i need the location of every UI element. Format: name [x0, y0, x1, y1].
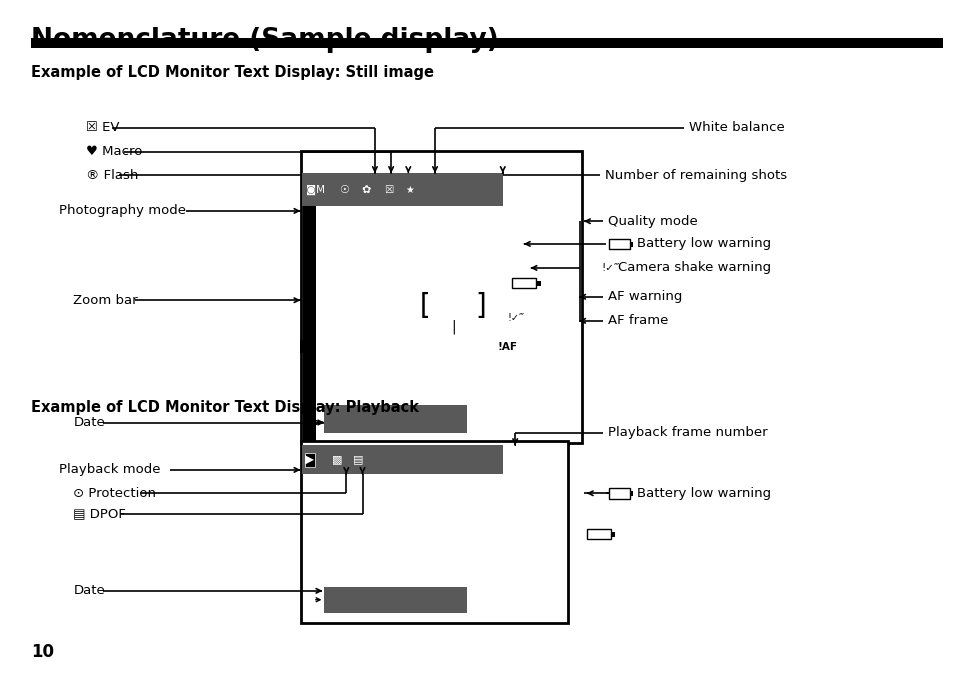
- Text: ✿: ✿: [361, 185, 371, 194]
- Text: AF frame: AF frame: [607, 315, 667, 327]
- Text: !✓‴: !✓‴: [600, 263, 618, 273]
- Text: !AF: !AF: [497, 341, 517, 352]
- Bar: [512, 278, 536, 289]
- Text: Date: Date: [73, 585, 105, 597]
- Bar: [608, 488, 629, 499]
- Text: |: |: [451, 319, 455, 334]
- Text: 10: 10: [31, 643, 54, 661]
- Text: White balance: White balance: [688, 122, 783, 134]
- Text: Playback mode: Playback mode: [59, 464, 160, 476]
- Bar: [300, 441, 567, 623]
- Text: AF warning: AF warning: [607, 291, 681, 303]
- Text: ▶: ▶: [305, 453, 314, 466]
- Text: Battery low warning: Battery low warning: [637, 238, 771, 250]
- Text: Zoom bar: Zoom bar: [73, 294, 138, 306]
- Bar: [300, 151, 581, 443]
- Text: ® Flash: ® Flash: [86, 169, 138, 181]
- Bar: [536, 281, 540, 286]
- Text: ▩: ▩: [332, 455, 342, 464]
- Text: Playback frame number: Playback frame number: [607, 427, 766, 439]
- Bar: [302, 445, 502, 474]
- Bar: [303, 206, 315, 442]
- Bar: [629, 242, 633, 247]
- Text: ☉: ☉: [338, 185, 348, 194]
- Bar: [31, 38, 942, 48]
- Text: Photography mode: Photography mode: [59, 205, 186, 217]
- Bar: [610, 532, 615, 537]
- Bar: [324, 405, 467, 433]
- Text: Example of LCD Monitor Text Display: Playback: Example of LCD Monitor Text Display: Pla…: [31, 400, 419, 415]
- Text: Nomenclature (Sample display): Nomenclature (Sample display): [31, 27, 498, 54]
- Text: ▤ DPOF: ▤ DPOF: [73, 508, 126, 520]
- Text: Battery low warning: Battery low warning: [637, 487, 771, 499]
- Bar: [299, 340, 309, 352]
- Text: !✓‴: !✓‴: [507, 313, 524, 323]
- Bar: [586, 529, 610, 539]
- Text: ☒ EV: ☒ EV: [86, 122, 119, 134]
- Text: Quality mode: Quality mode: [607, 215, 697, 227]
- Text: Number of remaining shots: Number of remaining shots: [604, 169, 786, 181]
- Text: ⊙ Protection: ⊙ Protection: [73, 487, 156, 499]
- Text: ☒: ☒: [384, 185, 394, 194]
- Bar: [324, 587, 467, 613]
- Bar: [302, 173, 502, 206]
- Text: [: [: [416, 292, 433, 319]
- Text: Date: Date: [73, 416, 105, 429]
- Text: Camera shake warning: Camera shake warning: [618, 262, 771, 274]
- Text: ◙M: ◙M: [306, 185, 325, 194]
- Text: ▤: ▤: [353, 455, 363, 464]
- Bar: [608, 239, 629, 249]
- Text: ♥ Macro: ♥ Macro: [86, 146, 142, 158]
- Bar: [629, 491, 633, 496]
- Text: Example of LCD Monitor Text Display: Still image: Example of LCD Monitor Text Display: Sti…: [31, 65, 434, 80]
- Text: ★: ★: [405, 185, 414, 194]
- Text: ]: ]: [473, 292, 490, 319]
